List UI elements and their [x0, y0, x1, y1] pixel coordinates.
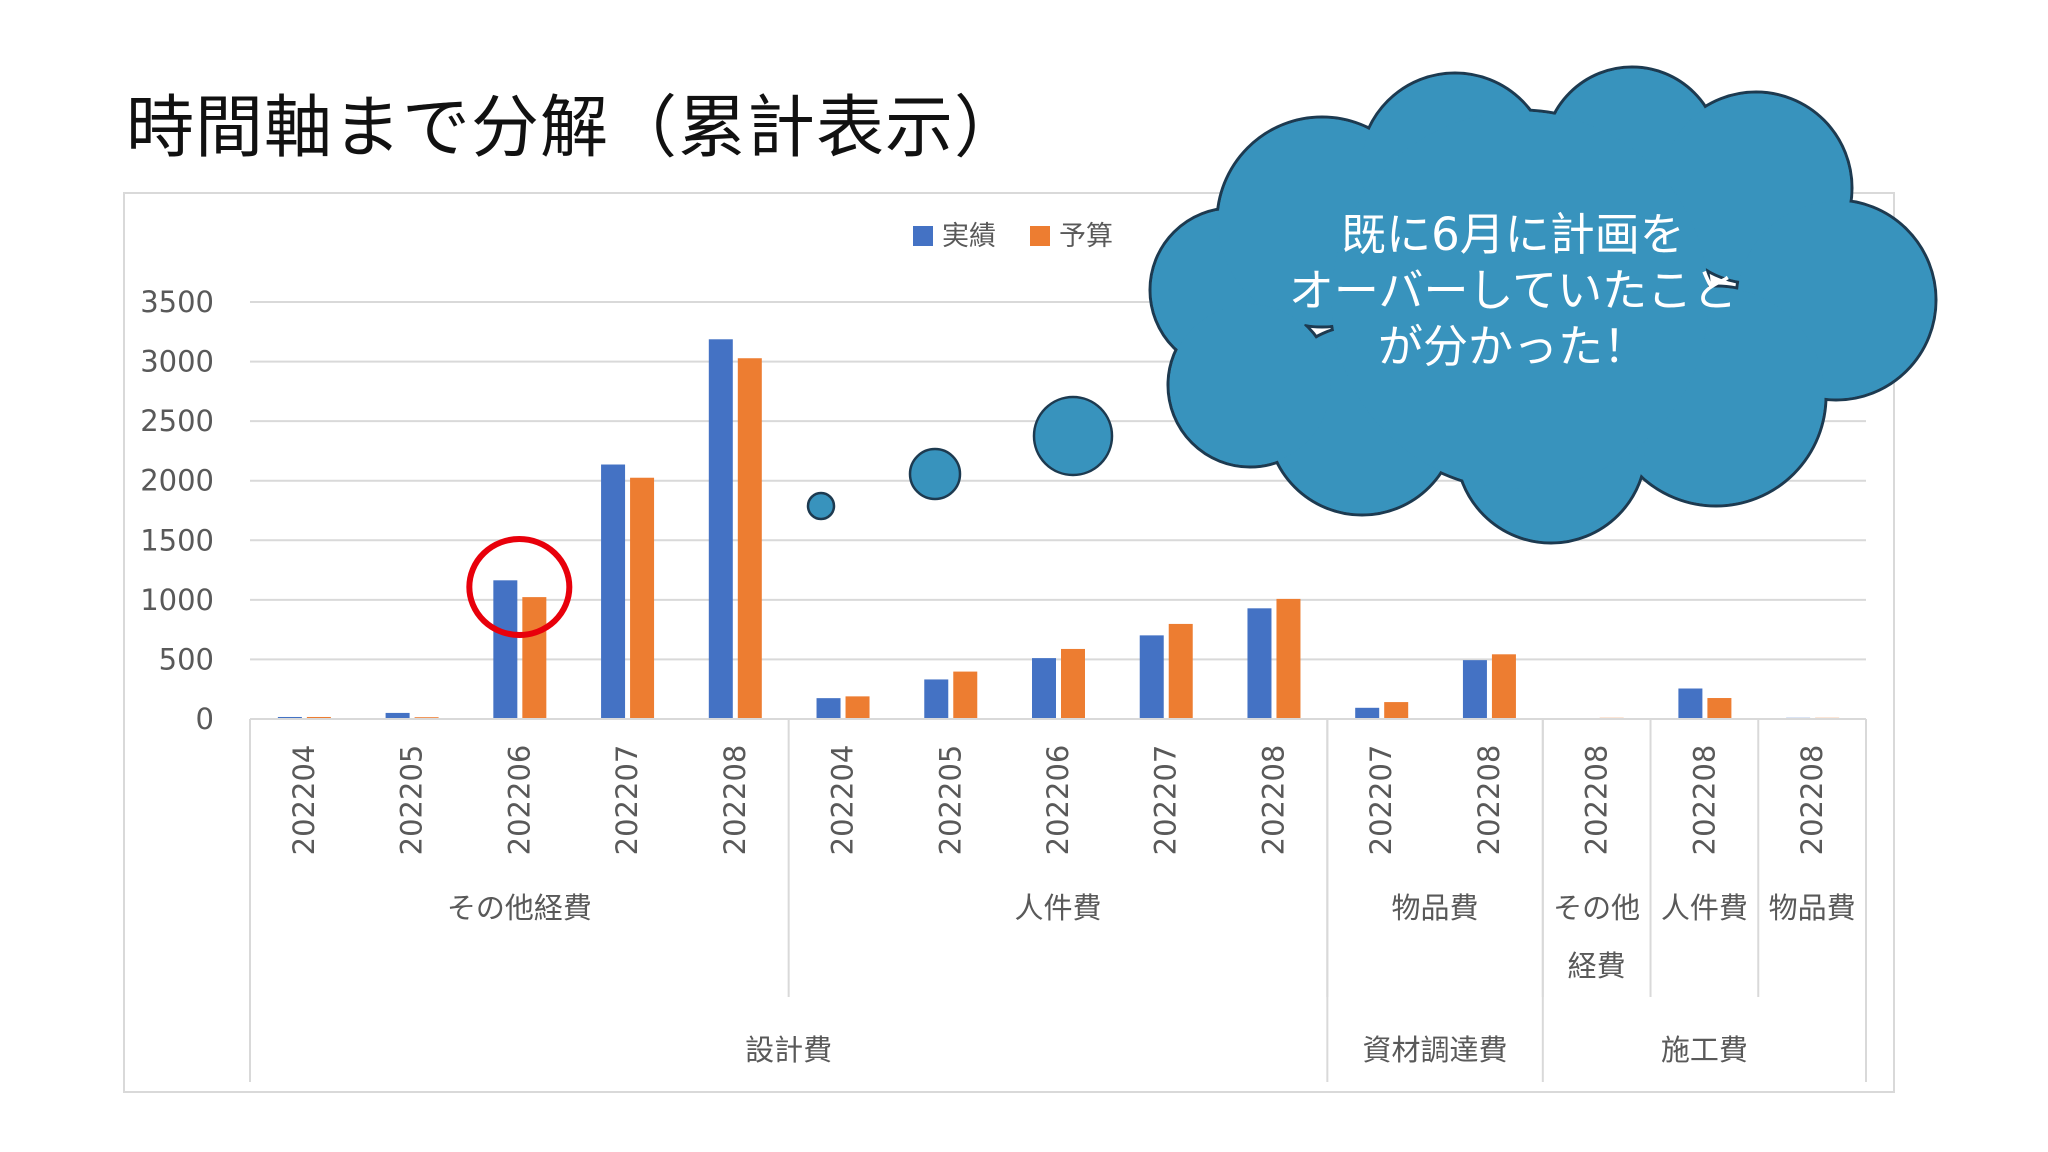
- y-tick-label: 0: [196, 702, 214, 736]
- slide-title: 時間軸まで分解（累計表示）: [126, 89, 1024, 168]
- bar-actual: [1247, 608, 1272, 719]
- x-tick-label: 202206: [1041, 745, 1075, 856]
- bar-budget: [845, 696, 870, 719]
- y-tick-label: 2000: [140, 464, 214, 498]
- bar-budget: [1276, 598, 1301, 719]
- group-label-level2: 経費: [1568, 949, 1626, 983]
- y-tick-label: 500: [159, 642, 214, 676]
- legend: 実績 予算: [913, 221, 1113, 252]
- group-label-level2: 人件費: [1014, 891, 1101, 925]
- x-tick-label: 202208: [1580, 745, 1614, 856]
- legend-label-actual: 実績: [942, 221, 996, 252]
- group-label-level2: その他: [1553, 891, 1640, 925]
- x-tick-label: 202204: [287, 745, 321, 856]
- bar-actual: [816, 698, 841, 719]
- legend-label-budget: 予算: [1059, 221, 1113, 252]
- x-tick-label: 202207: [610, 745, 644, 856]
- x-tick-label: 202208: [1472, 745, 1506, 856]
- cloud-lobe-fill: [1169, 304, 1331, 466]
- y-tick-label: 3500: [140, 285, 214, 319]
- bar-budget: [1061, 648, 1085, 719]
- group-label-level3: 設計費: [745, 1033, 832, 1067]
- y-tick-label: 2500: [140, 404, 214, 438]
- x-tick-label: 202207: [1364, 745, 1398, 856]
- bar-actual: [1462, 660, 1487, 719]
- bar-actual: [277, 716, 302, 719]
- legend-swatch-budget: [1030, 226, 1050, 246]
- x-tick-label: 202206: [502, 745, 536, 856]
- bar-actual: [1355, 707, 1380, 719]
- bar-budget: [953, 671, 978, 719]
- bar-actual: [601, 464, 626, 719]
- legend-swatch-actual: [913, 226, 933, 246]
- bar-budget: [737, 358, 762, 719]
- group-label-level2: その他経費: [447, 891, 592, 925]
- x-tick-label: 202208: [1256, 745, 1290, 856]
- bar-budget: [1707, 698, 1732, 719]
- bar-budget: [1168, 623, 1193, 719]
- x-tick-label: 202205: [395, 745, 429, 856]
- bar-budget: [522, 597, 547, 719]
- y-tick-label: 1500: [140, 523, 214, 557]
- x-tick-label: 202204: [826, 745, 860, 856]
- bar-budget: [630, 477, 655, 719]
- thought-bubble: [908, 447, 962, 501]
- thought-bubble: [1032, 395, 1114, 477]
- x-tick-label: 202208: [1795, 745, 1829, 856]
- y-tick-label: 3000: [140, 345, 214, 379]
- bar-actual: [385, 712, 410, 719]
- highlight-circle: [466, 536, 573, 638]
- group-label-level2: 人件費: [1661, 891, 1748, 925]
- bar-actual: [1678, 688, 1703, 719]
- bar-budget: [306, 716, 331, 719]
- bar-actual: [1032, 658, 1056, 719]
- x-tick-label: 202208: [718, 745, 752, 856]
- callout-text-line: 既に6月に計画を: [1341, 208, 1685, 261]
- callout-text-line: オーバーしていたこと: [1289, 264, 1737, 317]
- x-tick-label: 202208: [1687, 745, 1721, 856]
- y-tick-label: 1000: [140, 583, 214, 617]
- group-label-level2: 物品費: [1392, 891, 1479, 925]
- bar-actual: [1139, 635, 1164, 719]
- group-label-level3: 資材調達費: [1363, 1033, 1508, 1067]
- group-label-level2: 物品費: [1769, 891, 1856, 925]
- thought-bubble: [806, 491, 836, 521]
- bar-actual: [924, 679, 949, 719]
- cloud-lobe-fill: [1331, 111, 1709, 489]
- bar-budget: [1384, 702, 1409, 719]
- callout-text-line: が分かった！: [1378, 320, 1648, 373]
- x-tick-label: 202205: [933, 745, 967, 856]
- bar-actual: [493, 580, 518, 719]
- bar-actual: [708, 339, 733, 719]
- bar-budget: [1491, 654, 1516, 719]
- x-tick-label: 202207: [1149, 745, 1183, 856]
- group-label-level3: 施工費: [1661, 1033, 1748, 1067]
